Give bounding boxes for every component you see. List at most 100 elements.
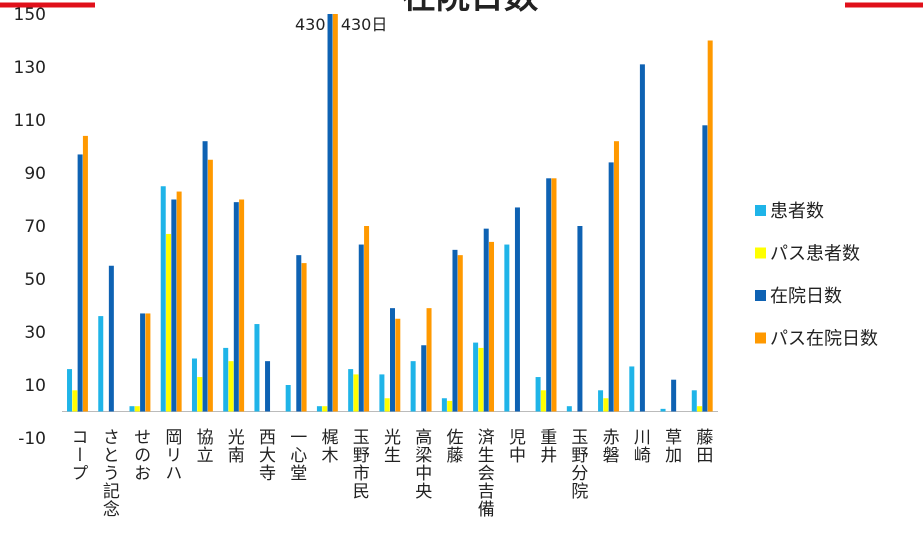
x-tick-label: 協立 — [193, 428, 214, 464]
bar — [483, 228, 489, 412]
bar — [577, 226, 583, 412]
bar — [566, 406, 572, 412]
y-tick-label: 150 — [14, 5, 46, 25]
y-tick-label: 90 — [24, 164, 46, 184]
bar — [171, 199, 177, 412]
bar — [67, 369, 73, 412]
bar — [546, 178, 552, 412]
y-tick-label: 70 — [24, 217, 46, 237]
bar — [551, 178, 557, 412]
x-tick-label: 玉野市民 — [349, 428, 370, 500]
bar — [191, 358, 197, 412]
bar — [202, 141, 208, 412]
bar — [452, 249, 458, 412]
bar — [697, 406, 703, 412]
bar — [327, 14, 333, 412]
bar — [629, 366, 635, 412]
bar — [197, 377, 203, 412]
bar — [671, 379, 677, 412]
bar — [316, 406, 322, 412]
bar — [353, 374, 359, 412]
bar — [228, 361, 234, 412]
bar — [98, 316, 104, 412]
x-tick-label: 済生会吉備 — [474, 428, 495, 518]
bar — [322, 406, 328, 412]
bar — [390, 308, 395, 412]
y-tick-label: 30 — [24, 323, 46, 343]
data-label: 430日 — [341, 15, 388, 34]
x-tick-label: 赤磐 — [599, 428, 620, 464]
bar — [608, 162, 614, 412]
bar — [441, 398, 447, 412]
x-tick-label: 西大寺 — [255, 428, 276, 482]
legend-label: 患者数 — [770, 201, 824, 222]
x-tick-label: さとう記念 — [99, 428, 120, 518]
bar — [447, 400, 453, 412]
bar — [254, 324, 260, 412]
bar — [332, 14, 338, 412]
bar — [364, 226, 370, 412]
y-tick-label: 130 — [14, 58, 46, 78]
bar — [145, 313, 151, 412]
bar — [410, 361, 416, 412]
bar — [207, 159, 213, 412]
bar — [478, 347, 484, 412]
x-tick-label: 重井 — [536, 428, 557, 464]
bar — [395, 318, 401, 412]
bar — [348, 369, 354, 412]
bar — [457, 255, 463, 412]
bar — [426, 308, 432, 412]
chart-title: 在院日数 — [402, 0, 538, 17]
x-tick-label: 児中 — [505, 428, 526, 464]
legend-label: パス患者数 — [770, 244, 860, 265]
x-tick-label: 藤田 — [692, 428, 713, 464]
bar — [691, 390, 697, 412]
bar — [134, 406, 140, 412]
bar — [421, 345, 427, 412]
y-tick-label: 10 — [24, 376, 46, 396]
bar — [72, 390, 78, 412]
bar — [384, 398, 390, 412]
bar — [707, 40, 713, 412]
legend-marker — [755, 290, 766, 301]
legend-label: パス在院日数 — [770, 329, 878, 350]
x-tick-label: 梶木 — [318, 428, 339, 464]
bar — [489, 241, 495, 412]
x-tick-label: 光生 — [380, 428, 401, 464]
data-label: 430 — [295, 15, 326, 34]
x-tick-label: 草加 — [661, 428, 682, 464]
bar — [77, 154, 83, 412]
bar — [535, 377, 541, 412]
bar — [358, 244, 364, 412]
x-tick-label: 玉野分院 — [567, 428, 588, 500]
bar — [603, 398, 609, 412]
bar — [660, 408, 666, 412]
y-tick-label: -10 — [18, 429, 46, 449]
bar — [598, 390, 604, 412]
bar — [265, 361, 271, 412]
bar — [540, 390, 546, 412]
legend-marker — [755, 205, 766, 216]
bar — [233, 202, 239, 412]
legend-marker — [755, 247, 766, 259]
bar — [239, 199, 245, 412]
bar — [514, 207, 520, 412]
x-tick-label: せのお — [130, 428, 151, 482]
bar — [140, 313, 146, 412]
bar — [160, 186, 166, 412]
bar — [285, 385, 291, 412]
bar — [379, 374, 385, 412]
bar — [82, 135, 88, 412]
bar — [176, 191, 182, 412]
legend-marker — [755, 332, 766, 344]
x-tick-label: コープ — [68, 428, 88, 482]
bar — [639, 64, 645, 412]
bar — [504, 244, 510, 412]
y-tick-label: 110 — [14, 111, 46, 131]
bar — [129, 406, 135, 412]
y-tick-label: 50 — [24, 270, 46, 290]
x-tick-label: 川崎 — [630, 428, 651, 464]
x-tick-label: 高梁中央 — [411, 428, 432, 500]
x-tick-label: 岡リハ — [161, 428, 181, 482]
